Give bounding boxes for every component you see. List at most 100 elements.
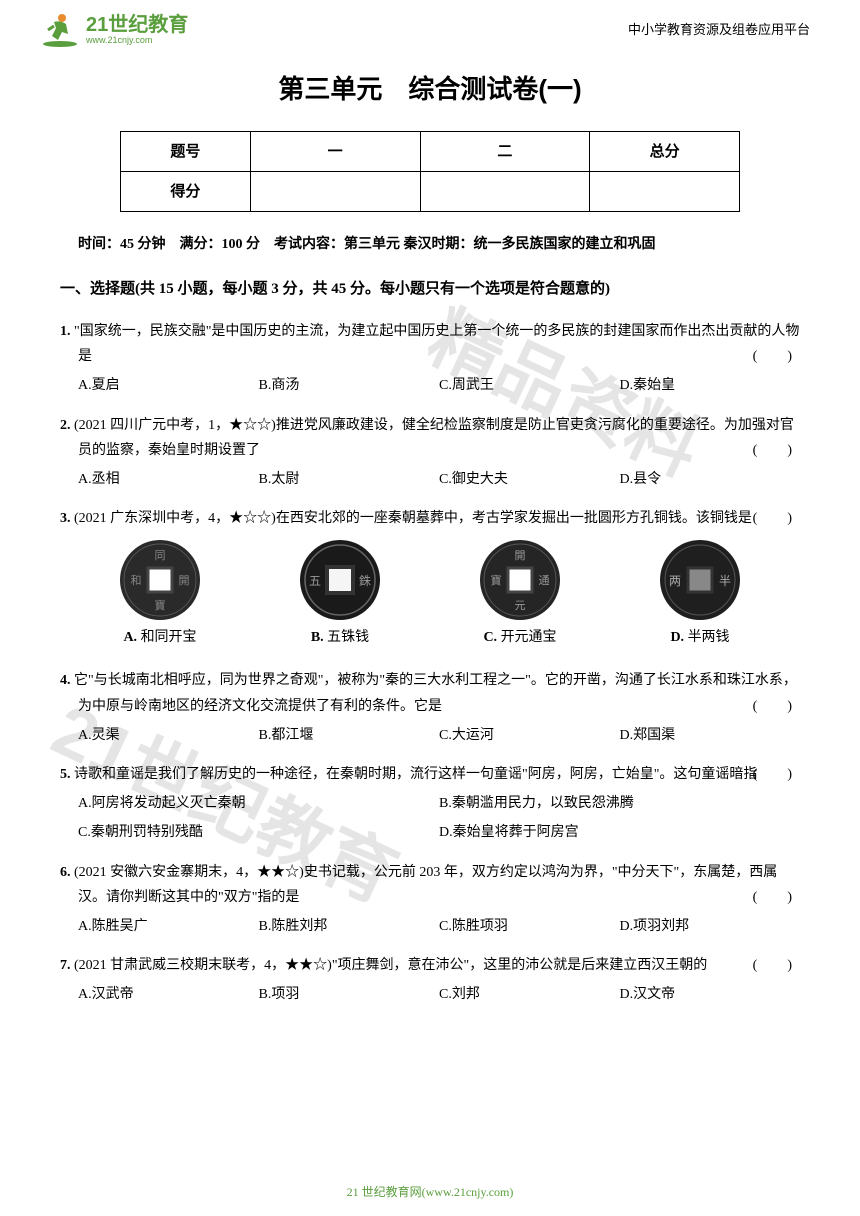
svg-text:和: 和 (131, 574, 142, 587)
option-d: D.项羽刘邦 (620, 914, 801, 939)
header-right-text: 中小学教育资源及组卷应用平台 (628, 18, 810, 41)
logo-icon (40, 12, 80, 48)
q-num: 5. (60, 767, 71, 782)
coin-icon: 两 半 (659, 539, 741, 621)
option-a: A.陈胜吴广 (78, 914, 259, 939)
section-label: 一、选择题 (60, 280, 135, 297)
option-b: B.项羽 (259, 982, 440, 1007)
option-d: D.汉文帝 (620, 982, 801, 1007)
svg-text:開: 開 (179, 574, 190, 587)
svg-text:寶: 寶 (155, 598, 166, 612)
option-d: D.秦始皇 (620, 373, 801, 398)
option-c: C.陈胜项羽 (439, 914, 620, 939)
svg-text:元: 元 (515, 600, 526, 612)
answer-bracket: ( ) (771, 506, 800, 531)
option-a: A.灵渠 (78, 723, 259, 748)
option-d: D.秦始皇将葬于阿房宫 (439, 820, 800, 845)
question-7: 7. (2021 甘肃武威三校期末联考，4，★★☆)"项庄舞剑，意在沛公"，这里… (60, 953, 800, 1007)
th-score-label: 得分 (121, 171, 251, 211)
q-num: 7. (60, 958, 71, 973)
options-row: A.夏启 B.商汤 C.周武王 D.秦始皇 (60, 373, 800, 398)
page-header: 21世纪教育 www.21cnjy.com 中小学教育资源及组卷应用平台 (0, 0, 860, 56)
q-num: 6. (60, 865, 71, 880)
table-row: 得分 (121, 171, 740, 211)
svg-text:開: 開 (515, 549, 526, 562)
option-c: C.御史大夫 (439, 467, 620, 492)
section-1-header: 一、选择题(共 15 小题，每小题 3 分，共 45 分。每小题只有一个选项是符… (60, 275, 800, 303)
option-d: D.郑国渠 (620, 723, 801, 748)
option-a: A.夏启 (78, 373, 259, 398)
logo: 21世纪教育 www.21cnjy.com (40, 12, 188, 48)
answer-bracket: ( ) (771, 953, 800, 978)
options-row: C.秦朝刑罚特别残酷 D.秦始皇将葬于阿房宫 (60, 820, 800, 845)
options-row: A.汉武帝 B.项羽 C.刘邦 D.汉文帝 (60, 982, 800, 1007)
page-footer: 21 世纪教育网(www.21cnjy.com) (0, 1182, 860, 1204)
question-4: 4. 它"与长城南北相呼应，同为世界之奇观"，被称为"秦的三大水利工程之一"。它… (60, 668, 800, 748)
option-c: C.周武王 (439, 373, 620, 398)
q-text: (2021 四川广元中考，1，★☆☆)推进党风廉政建设，健全纪检监察制度是防止官… (74, 418, 794, 458)
question-2: 2. (2021 四川广元中考，1，★☆☆)推进党风廉政建设，健全纪检监察制度是… (60, 413, 800, 493)
answer-bracket: ( ) (771, 344, 800, 369)
option-a: A.阿房将发动起义灭亡秦朝 (78, 791, 439, 816)
svg-text:半: 半 (719, 574, 731, 588)
q-num: 3. (60, 511, 71, 526)
answer-bracket: ( ) (771, 694, 800, 719)
td-blank (590, 171, 740, 211)
section-desc: (共 15 小题，每小题 3 分，共 45 分。每小题只有一个选项是符合题意的) (135, 281, 610, 297)
svg-text:寶: 寶 (491, 573, 502, 587)
th-col1: 一 (250, 131, 420, 171)
question-5: 5. 诗歌和童谣是我们了解历史的一种途径，在秦朝时期，流行这样一句童谣"阿房，阿… (60, 762, 800, 846)
coin-option-a: 同 和 開 寶 A. 和同开宝 (70, 539, 250, 650)
question-3: 3. (2021 广东深圳中考，4，★☆☆)在西安北郊的一座秦朝墓葬中，考古学家… (60, 506, 800, 654)
option-b: B.陈胜刘邦 (259, 914, 440, 939)
score-table: 题号 一 二 总分 得分 (120, 131, 740, 212)
coin-options: 同 和 開 寶 A. 和同开宝 五 銖 (60, 531, 800, 654)
q-text: (2021 甘肃武威三校期末联考，4，★★☆)"项庄舞剑，意在沛公"，这里的沛公… (74, 958, 707, 973)
coin-option-d: 两 半 D. 半两钱 (610, 539, 790, 650)
q-text: "国家统一，民族交融"是中国历史的主流，为建立起中国历史上第一个统一的多民族的封… (74, 324, 799, 364)
option-c: C.刘邦 (439, 982, 620, 1007)
option-b: B.都江堰 (259, 723, 440, 748)
svg-text:同: 同 (155, 550, 166, 562)
q-num: 1. (60, 324, 71, 339)
option-c: C.大运河 (439, 723, 620, 748)
options-row: A.丞相 B.太尉 C.御史大夫 D.县令 (60, 467, 800, 492)
question-1: 1. "国家统一，民族交融"是中国历史的主流，为建立起中国历史上第一个统一的多民… (60, 319, 800, 399)
svg-text:两: 两 (669, 574, 681, 588)
coin-icon: 同 和 開 寶 (119, 539, 201, 621)
th-label: 题号 (121, 131, 251, 171)
options-row: A.灵渠 B.都江堰 C.大运河 D.郑国渠 (60, 723, 800, 748)
option-b: B.商汤 (259, 373, 440, 398)
svg-text:五: 五 (309, 574, 321, 588)
answer-bracket: ( ) (771, 762, 800, 787)
answer-bracket: ( ) (771, 885, 800, 910)
exam-info: 时间：45 分钟 满分：100 分 考试内容：第三单元 秦汉时期：统一多民族国家… (78, 232, 800, 257)
option-d: D.县令 (620, 467, 801, 492)
options-row: A.阿房将发动起义灭亡秦朝 B.秦朝滥用民力，以致民怨沸腾 (60, 791, 800, 816)
coin-icon: 開 寶 通 元 (479, 539, 561, 621)
logo-text-url: www.21cnjy.com (86, 35, 188, 46)
q-text: (2021 广东深圳中考，4，★☆☆)在西安北郊的一座秦朝墓葬中，考古学家发掘出… (74, 511, 752, 526)
svg-text:銖: 銖 (359, 573, 371, 588)
option-a: A.丞相 (78, 467, 259, 492)
coin-icon: 五 銖 (299, 539, 381, 621)
th-col2: 二 (420, 131, 590, 171)
svg-text:通: 通 (539, 574, 550, 587)
q-text: (2021 安徽六安金寨期末，4，★★☆)史书记载，公元前 203 年，双方约定… (74, 865, 777, 905)
th-total: 总分 (590, 131, 740, 171)
question-6: 6. (2021 安徽六安金寨期末，4，★★☆)史书记载，公元前 203 年，双… (60, 860, 800, 940)
option-c: C.秦朝刑罚特别残酷 (78, 820, 439, 845)
option-b: B.太尉 (259, 467, 440, 492)
td-blank (250, 171, 420, 211)
options-row: A.陈胜吴广 B.陈胜刘邦 C.陈胜项羽 D.项羽刘邦 (60, 914, 800, 939)
coin-option-c: 開 寶 通 元 C. 开元通宝 (430, 539, 610, 650)
coin-option-b: 五 銖 B. 五铢钱 (250, 539, 430, 650)
q-text: 诗歌和童谣是我们了解历史的一种途径，在秦朝时期，流行这样一句童谣"阿房，阿房，亡… (74, 767, 757, 782)
q-num: 2. (60, 418, 71, 433)
option-a: A.汉武帝 (78, 982, 259, 1007)
table-row: 题号 一 二 总分 (121, 131, 740, 171)
page-title: 第三单元 综合测试卷(一) (60, 66, 800, 113)
option-b: B.秦朝滥用民力，以致民怨沸腾 (439, 791, 800, 816)
answer-bracket: ( ) (771, 438, 800, 463)
q-num: 4. (60, 673, 71, 688)
